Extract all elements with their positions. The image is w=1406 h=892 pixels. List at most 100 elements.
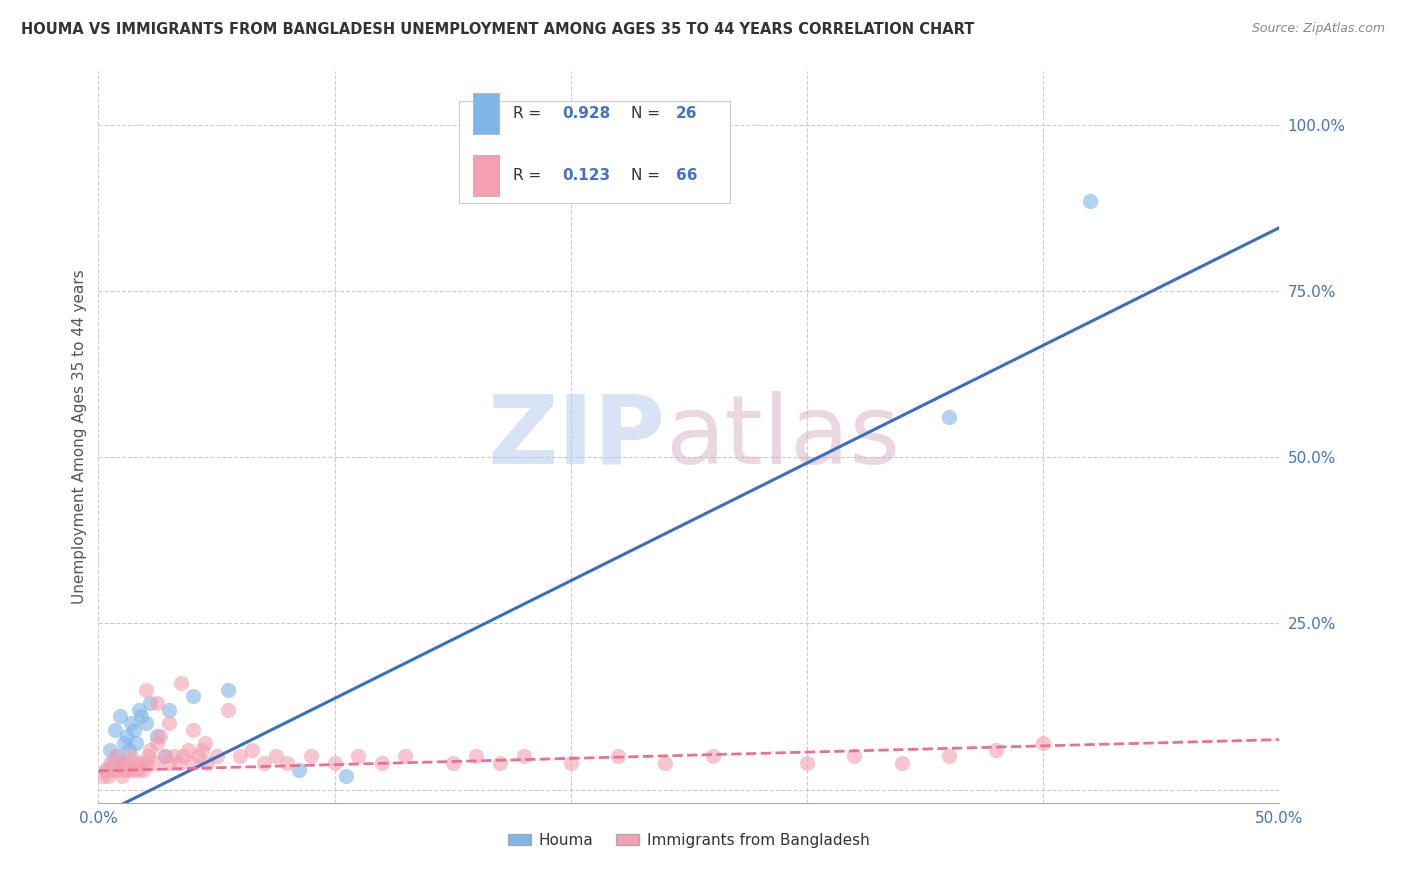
Point <box>128 763 150 777</box>
Point <box>844 749 866 764</box>
Point <box>253 756 276 770</box>
Point <box>288 763 311 777</box>
Point <box>146 696 169 710</box>
Point <box>108 756 131 770</box>
Text: atlas: atlas <box>665 391 900 483</box>
Point <box>104 749 127 764</box>
Point <box>654 756 676 770</box>
Text: 0.928: 0.928 <box>562 106 610 121</box>
Point <box>112 763 135 777</box>
Point <box>1032 736 1054 750</box>
Point <box>938 749 960 764</box>
Point <box>122 763 145 777</box>
Point <box>1080 194 1102 208</box>
Text: HOUMA VS IMMIGRANTS FROM BANGLADESH UNEMPLOYMENT AMONG AGES 35 TO 44 YEARS CORRE: HOUMA VS IMMIGRANTS FROM BANGLADESH UNEM… <box>21 22 974 37</box>
Point <box>98 742 121 756</box>
Point <box>105 763 128 777</box>
Point <box>371 756 394 770</box>
Text: N =: N = <box>631 168 665 183</box>
Point <box>167 756 190 770</box>
Point <box>153 749 176 764</box>
Point <box>181 756 204 770</box>
Point <box>98 756 121 770</box>
Point <box>181 723 204 737</box>
Point <box>115 729 138 743</box>
Point <box>890 756 912 770</box>
Point <box>139 696 162 710</box>
Point <box>796 756 818 770</box>
Point <box>157 703 180 717</box>
FancyBboxPatch shape <box>458 101 730 203</box>
Text: 66: 66 <box>676 168 697 183</box>
Point <box>101 763 124 777</box>
Text: ZIP: ZIP <box>488 391 665 483</box>
Point <box>264 749 287 764</box>
Point <box>143 756 166 770</box>
Legend: Houma, Immigrants from Bangladesh: Houma, Immigrants from Bangladesh <box>502 827 876 854</box>
Point <box>163 749 186 764</box>
Text: N =: N = <box>631 106 665 121</box>
Text: R =: R = <box>513 168 546 183</box>
Text: R =: R = <box>513 106 546 121</box>
Point <box>135 682 157 697</box>
Point <box>104 723 127 737</box>
Point <box>146 736 169 750</box>
Point <box>170 676 193 690</box>
FancyBboxPatch shape <box>472 94 499 134</box>
Point <box>181 690 204 704</box>
Point <box>938 410 960 425</box>
Point <box>984 742 1007 756</box>
Text: 0.123: 0.123 <box>562 168 610 183</box>
Point <box>136 749 159 764</box>
Point <box>299 749 322 764</box>
Point <box>195 756 218 770</box>
Point <box>111 769 134 783</box>
Point <box>125 736 148 750</box>
Point <box>135 756 157 770</box>
Point <box>240 742 263 756</box>
Point <box>121 716 143 731</box>
Point <box>125 756 148 770</box>
Point <box>149 729 172 743</box>
Point <box>153 749 176 764</box>
Point <box>157 716 180 731</box>
Point <box>108 709 131 723</box>
Point <box>101 756 124 770</box>
Point <box>146 729 169 743</box>
Point <box>607 749 630 764</box>
Point <box>129 756 152 770</box>
Point <box>118 763 141 777</box>
Point <box>323 756 346 770</box>
Point <box>465 749 488 764</box>
Point <box>229 749 252 764</box>
FancyBboxPatch shape <box>472 155 499 195</box>
Point <box>94 763 117 777</box>
Point <box>112 736 135 750</box>
Point <box>122 723 145 737</box>
Point <box>121 749 143 764</box>
Point <box>191 742 214 756</box>
Point <box>187 749 209 764</box>
Point <box>128 703 150 717</box>
Point <box>217 682 239 697</box>
Point <box>394 749 416 764</box>
Point <box>111 756 134 770</box>
Point <box>702 749 724 764</box>
Point <box>157 756 180 770</box>
Point <box>118 742 141 756</box>
Point <box>347 749 370 764</box>
Point <box>205 749 228 764</box>
Point <box>217 703 239 717</box>
Point <box>94 763 117 777</box>
Point <box>115 756 138 770</box>
Text: Source: ZipAtlas.com: Source: ZipAtlas.com <box>1251 22 1385 36</box>
Point <box>135 716 157 731</box>
Point <box>276 756 298 770</box>
Point <box>489 756 512 770</box>
Point <box>194 736 217 750</box>
Point <box>560 756 582 770</box>
Point <box>177 742 200 756</box>
Text: 26: 26 <box>676 106 697 121</box>
Point <box>512 749 534 764</box>
Y-axis label: Unemployment Among Ages 35 to 44 years: Unemployment Among Ages 35 to 44 years <box>72 269 87 605</box>
